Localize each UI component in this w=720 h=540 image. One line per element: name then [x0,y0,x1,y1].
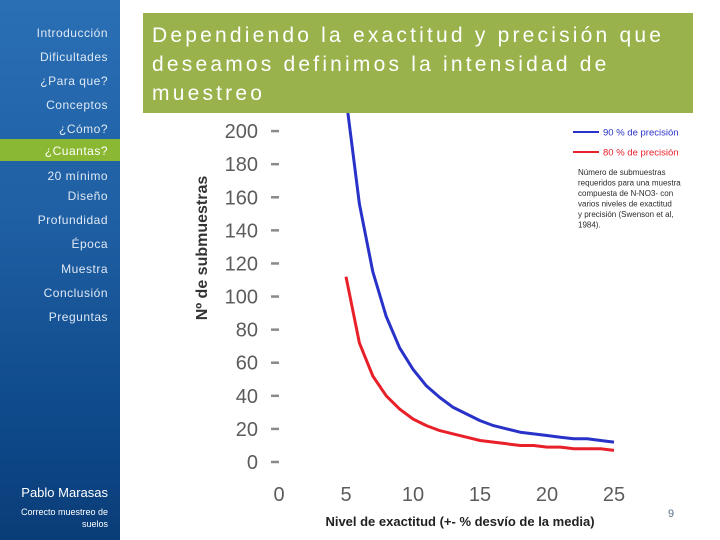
y-tick-label: 20 [236,419,258,441]
y-tick-label: 0 [247,452,258,474]
y-tick-label: 140 [225,220,258,242]
x-tick-label: 0 [273,484,284,506]
y-tick-label: 120 [225,253,258,275]
nav-item-cuantas[interactable]: ¿Cuantas? [44,144,108,158]
x-tick-label: 20 [536,484,558,506]
nav-item-diseno[interactable]: Diseño [67,189,108,203]
nav-item-como[interactable]: ¿Cómo? [58,122,108,136]
nav-item-muestra[interactable]: Muestra [61,262,108,276]
series-line [344,276,615,452]
x-tick-label: 15 [469,484,491,506]
slide-title-box: Dependiendo la exactitud y precisión que… [143,13,693,113]
slide-title: Dependiendo la exactitud y precisión que… [152,24,665,105]
page-number: 9 [668,508,675,520]
x-tick-label: 10 [402,484,424,506]
nav-item-20-minimo[interactable]: 20 mínimo [47,169,108,183]
presentation-subtitle: Correcto muestreo de suelos [20,507,108,529]
sidebar-nav: Introducción Dificultades ¿Para que? Con… [0,0,120,540]
y-tick-label: 60 [236,353,258,375]
nav-item-conceptos[interactable]: Conceptos [46,98,108,112]
legend-label: 80 % de precisión [603,148,679,159]
nav-item-introduccion[interactable]: Introducción [36,26,108,40]
author-name: Pablo Marasas [21,485,108,500]
y-tick-label: 40 [236,386,258,408]
y-tick-label: 100 [225,287,258,309]
nav-item-dificultades[interactable]: Dificultades [39,50,108,64]
series-line [344,97,615,444]
x-tick-label: 25 [603,484,625,506]
chart-annotation: Número de submuestras requeridos para una… [578,168,681,230]
nav-item-conclusion[interactable]: Conclusión [43,286,108,300]
legend-label: 90 % de precisión [603,128,679,139]
y-tick-label: 180 [225,154,258,176]
nav-item-preguntas[interactable]: Preguntas [48,310,108,324]
nav-item-profundidad[interactable]: Profundidad [37,213,108,227]
nav-active-highlight [0,139,120,161]
y-tick-label: 80 [236,320,258,342]
y-tick-label: 160 [225,187,258,209]
nav-item-para-que[interactable]: ¿Para que? [40,74,108,88]
x-tick-label: 5 [340,484,351,506]
nav-item-epoca[interactable]: Época [71,237,108,251]
x-axis-label: Nivel de exactitud (+- % desvío de la me… [325,514,594,529]
y-tick-label: 200 [225,121,258,143]
y-axis-label: Nº de submuestras [194,176,211,321]
